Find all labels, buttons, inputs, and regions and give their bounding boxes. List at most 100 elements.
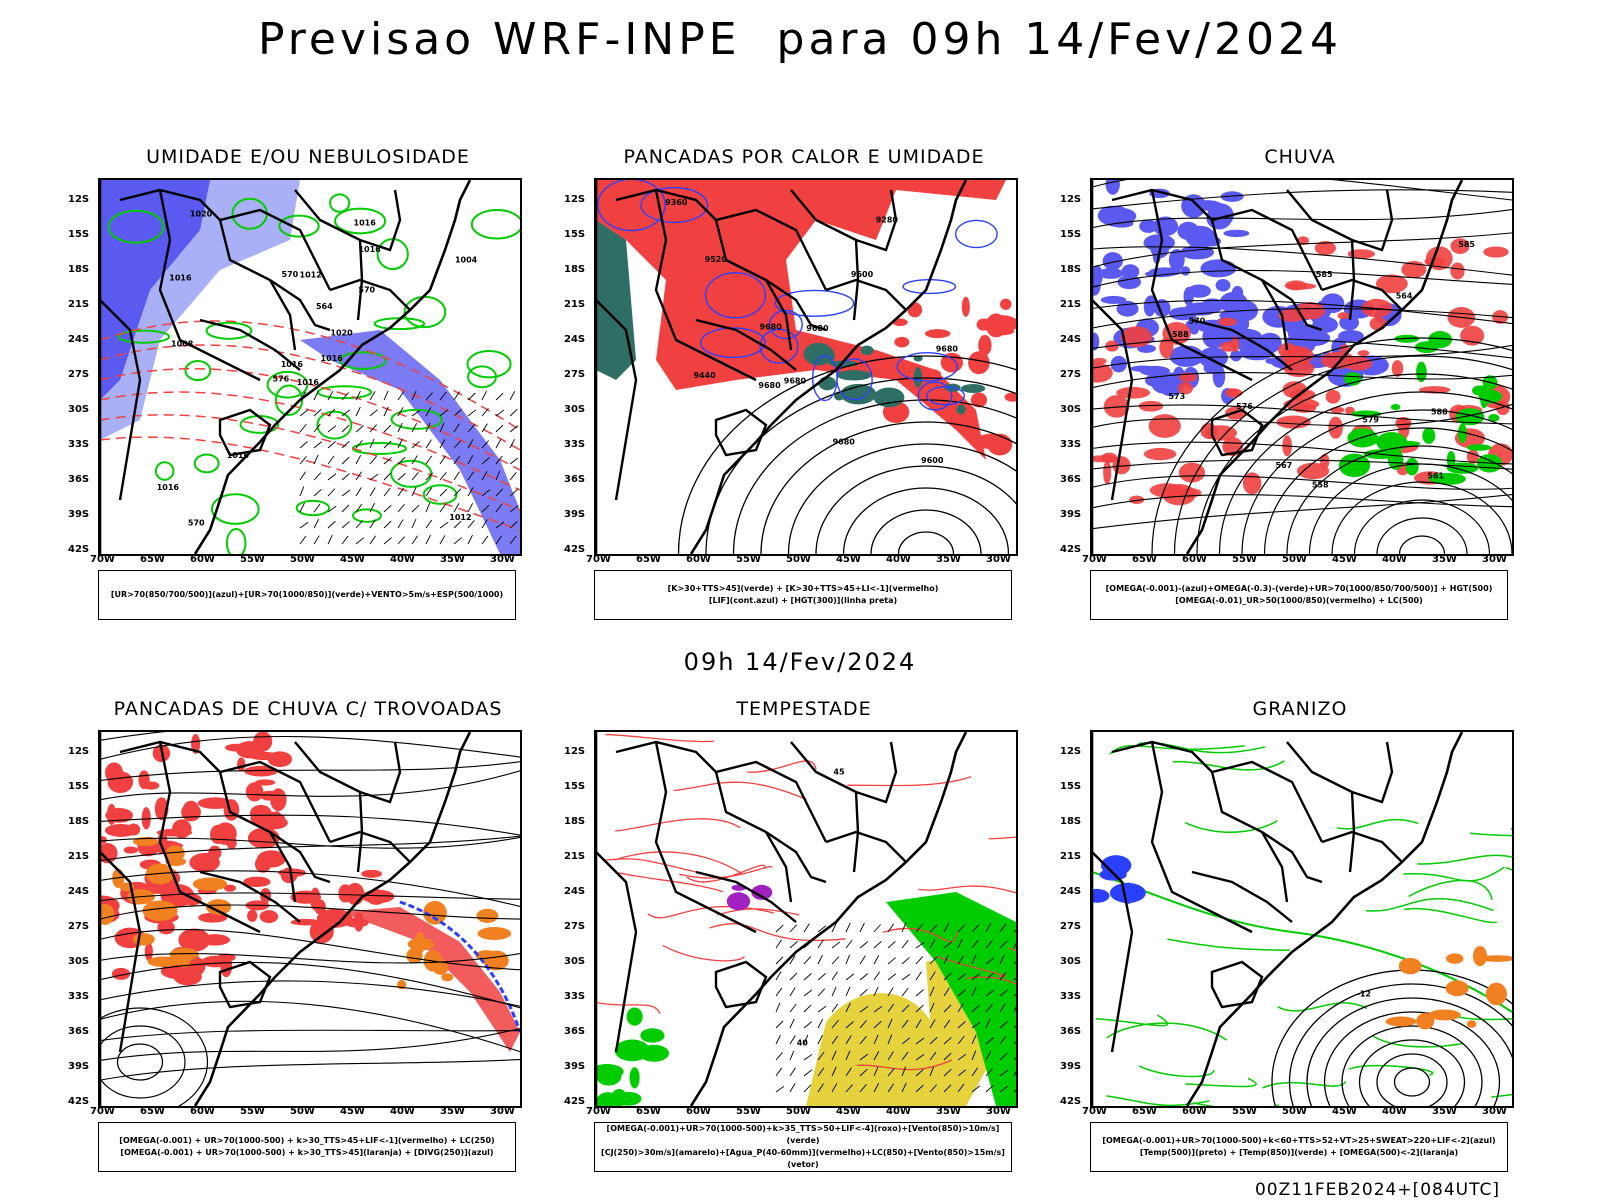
- contour-label: 9600: [921, 456, 944, 465]
- lon-tick-label: 55W: [1232, 554, 1257, 565]
- field-shading: [1148, 414, 1181, 438]
- field-shading: [1180, 266, 1191, 276]
- wind-vector: [397, 438, 403, 449]
- border-line: [1321, 830, 1403, 863]
- lon-tick-label: 65W: [636, 554, 661, 565]
- field-shading: [913, 355, 923, 362]
- wind-vector: [439, 391, 447, 401]
- jet-yellow-fill: [806, 993, 936, 1106]
- wind-vector: [355, 487, 362, 497]
- wind-vector: [341, 489, 351, 497]
- wind-vector: [411, 455, 418, 465]
- temp850-contour: [1095, 1014, 1168, 1027]
- wind-vector: [453, 520, 462, 529]
- field-shading: [1369, 316, 1387, 331]
- wind-vector: [327, 455, 335, 465]
- wind-vector: [397, 473, 406, 481]
- temp850-contour: [1510, 828, 1512, 830]
- contour-label: 9520: [705, 255, 728, 264]
- wind-vector: [971, 1067, 978, 1077]
- border-line: [100, 851, 142, 1053]
- wind-vector: [789, 972, 798, 981]
- contour-line: [1398, 535, 1446, 554]
- wind-vector: [341, 409, 351, 417]
- wind-vector: [901, 1051, 909, 1061]
- lon-tick-label: 55W: [1232, 1106, 1257, 1117]
- field-shading: [1414, 341, 1439, 354]
- green-contour: [278, 214, 320, 238]
- wind-vector: [299, 535, 307, 545]
- wind-vector: [915, 1004, 924, 1013]
- field-shading: [1203, 362, 1224, 375]
- lat-tick-label: 24S: [68, 886, 90, 897]
- lat-tick-label: 24S: [1060, 886, 1082, 897]
- wind-vector: [425, 439, 432, 449]
- wind-vector: [999, 1021, 1008, 1029]
- lon-tick-label: 30W: [986, 554, 1011, 565]
- contour-line: [1173, 355, 1512, 554]
- lon-tick-label: 65W: [1132, 554, 1157, 565]
- wind-vector: [341, 473, 350, 481]
- wind-vector: [943, 1019, 951, 1029]
- contour-label: -12: [1357, 989, 1371, 998]
- lon-tick-label: 40W: [390, 1106, 415, 1117]
- field-shading: [924, 329, 951, 339]
- contour-label: 585: [1316, 270, 1333, 279]
- legend-line: [LIF](cont.azul) + [HGT(300)](linha pret…: [708, 596, 898, 605]
- border-line: [825, 278, 907, 311]
- contour-line: [1341, 1025, 1483, 1106]
- contour-label: 9440: [693, 371, 716, 380]
- contour-label: 9680: [833, 438, 856, 447]
- wind-vector: [313, 503, 321, 513]
- moisture-contour: [988, 836, 1016, 840]
- wind-vector: [341, 504, 350, 513]
- wind-vector: [775, 1002, 781, 1013]
- wind-vector: [341, 521, 350, 529]
- field-shading: [975, 433, 1010, 450]
- field-shading: [416, 505, 433, 519]
- contour-label: 588: [1431, 407, 1448, 416]
- wind-vector: [467, 439, 474, 449]
- field-shading: [256, 850, 286, 868]
- contour-line: [1376, 517, 1468, 554]
- lif-contour: [774, 289, 855, 317]
- wind-vector: [831, 1050, 837, 1061]
- wind-vector: [411, 422, 418, 433]
- wind-vector: [943, 941, 953, 949]
- wind-vector: [971, 986, 977, 997]
- field-shading: [1488, 414, 1500, 422]
- border-line: [199, 318, 301, 371]
- field-shading: [1237, 337, 1270, 355]
- field-shading: [1129, 495, 1145, 504]
- field-shading: [1121, 264, 1140, 279]
- wind-vector: [313, 423, 321, 433]
- lat-tick-label: 30S: [68, 956, 90, 967]
- streamline: [100, 1027, 520, 1062]
- contour-line: [116, 1043, 164, 1081]
- lon-tick-label: 50W: [290, 554, 315, 565]
- wind-vector: [845, 1050, 851, 1061]
- contour-label: 564: [316, 302, 333, 311]
- forecast-map: 585 579 576 573 570 567 564 561 558 588 588 585: [1090, 178, 1514, 556]
- border-line: [615, 740, 828, 843]
- field-shading: [1202, 325, 1229, 348]
- wind-vector: [957, 1083, 965, 1093]
- streamline: [100, 835, 520, 862]
- contour-label: 1016: [157, 483, 180, 492]
- contour-label: 1020: [190, 210, 213, 219]
- lif-contour: [896, 351, 958, 382]
- lat-tick-label: 33S: [564, 439, 586, 450]
- moisture-contour: [673, 781, 807, 801]
- field-shading: [1401, 261, 1427, 279]
- wind-vector: [859, 1005, 869, 1013]
- lon-tick-label: 70W: [586, 1106, 611, 1117]
- wind-vector: [775, 1052, 783, 1061]
- wind-vector: [509, 438, 516, 449]
- wind-vector: [369, 438, 375, 449]
- wind-vector: [355, 537, 365, 545]
- field-shading: [107, 771, 134, 794]
- field-shading: [205, 899, 232, 915]
- field-shading: [407, 937, 435, 951]
- contour-line: [1218, 391, 1512, 554]
- border-line: [1260, 279, 1289, 351]
